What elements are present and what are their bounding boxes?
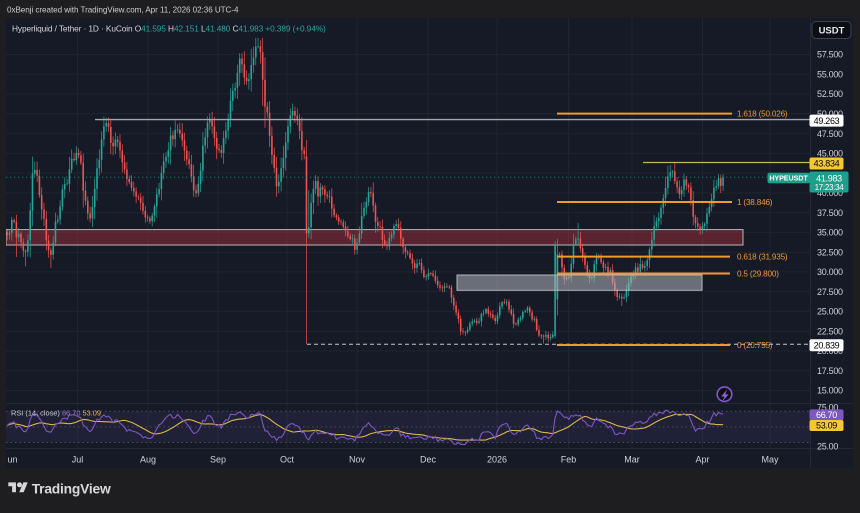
svg-text:35.000: 35.000 bbox=[817, 228, 843, 238]
svg-text:HYPEUSDT: HYPEUSDT bbox=[769, 174, 808, 183]
svg-text:Aug: Aug bbox=[140, 455, 156, 465]
svg-text:45.000: 45.000 bbox=[817, 149, 843, 159]
svg-text:May: May bbox=[761, 455, 779, 465]
svg-text:USDT: USDT bbox=[819, 26, 845, 37]
svg-text:50.000: 50.000 bbox=[817, 109, 843, 119]
svg-text:Oct: Oct bbox=[280, 455, 295, 465]
svg-text:Nov: Nov bbox=[349, 455, 366, 465]
svg-text:52.500: 52.500 bbox=[817, 89, 843, 99]
svg-text:41.983: 41.983 bbox=[816, 173, 842, 183]
svg-text:27.500: 27.500 bbox=[817, 287, 843, 297]
svg-text:Feb: Feb bbox=[561, 455, 577, 465]
svg-text:53.09: 53.09 bbox=[816, 421, 837, 431]
svg-text:32.500: 32.500 bbox=[817, 247, 843, 257]
svg-text:Mar: Mar bbox=[624, 455, 640, 465]
svg-text:0.618 (31.935): 0.618 (31.935) bbox=[737, 253, 788, 262]
svg-text:37.500: 37.500 bbox=[817, 208, 843, 218]
svg-text:75.00: 75.00 bbox=[817, 403, 838, 413]
svg-text:0xBenji created with TradingVi: 0xBenji created with TradingView.com, Ap… bbox=[7, 5, 239, 14]
svg-text:un: un bbox=[8, 455, 18, 465]
svg-text:43.834: 43.834 bbox=[814, 159, 840, 169]
svg-text:2026: 2026 bbox=[487, 455, 507, 465]
svg-text:25.000: 25.000 bbox=[817, 307, 843, 317]
svg-text:40.000: 40.000 bbox=[817, 188, 843, 198]
svg-text:55.000: 55.000 bbox=[817, 70, 843, 80]
svg-text:0 (20.755): 0 (20.755) bbox=[737, 341, 773, 350]
svg-text:1.618 (50.026): 1.618 (50.026) bbox=[737, 110, 788, 119]
svg-text:Dec: Dec bbox=[420, 455, 437, 465]
svg-text:47.500: 47.500 bbox=[817, 129, 843, 139]
svg-text:Sep: Sep bbox=[210, 455, 226, 465]
svg-text:66.70: 66.70 bbox=[816, 410, 837, 420]
svg-text:Apr: Apr bbox=[695, 455, 709, 465]
svg-text:30.000: 30.000 bbox=[817, 267, 843, 277]
svg-text:Hyperliquid / Tether · 1D · Ku: Hyperliquid / Tether · 1D · KuCoin O41.5… bbox=[12, 24, 326, 34]
svg-text:15.000: 15.000 bbox=[817, 386, 843, 396]
svg-text:49.263: 49.263 bbox=[814, 116, 840, 126]
svg-text:22.500: 22.500 bbox=[817, 326, 843, 336]
svg-text:25.00: 25.00 bbox=[817, 442, 838, 452]
svg-text:17.500: 17.500 bbox=[817, 366, 843, 376]
svg-text:RSI (14, close) 66.70 53.09: RSI (14, close) 66.70 53.09 bbox=[11, 409, 101, 418]
svg-text:17:23:34: 17:23:34 bbox=[815, 183, 845, 192]
svg-text:57.500: 57.500 bbox=[817, 50, 843, 60]
svg-text:20.839: 20.839 bbox=[814, 341, 840, 351]
svg-text:1 (38.846): 1 (38.846) bbox=[737, 198, 773, 207]
svg-text:0.5 (29.800): 0.5 (29.800) bbox=[737, 270, 779, 279]
svg-text:TradingView: TradingView bbox=[32, 481, 111, 496]
svg-text:Jul: Jul bbox=[72, 455, 84, 465]
